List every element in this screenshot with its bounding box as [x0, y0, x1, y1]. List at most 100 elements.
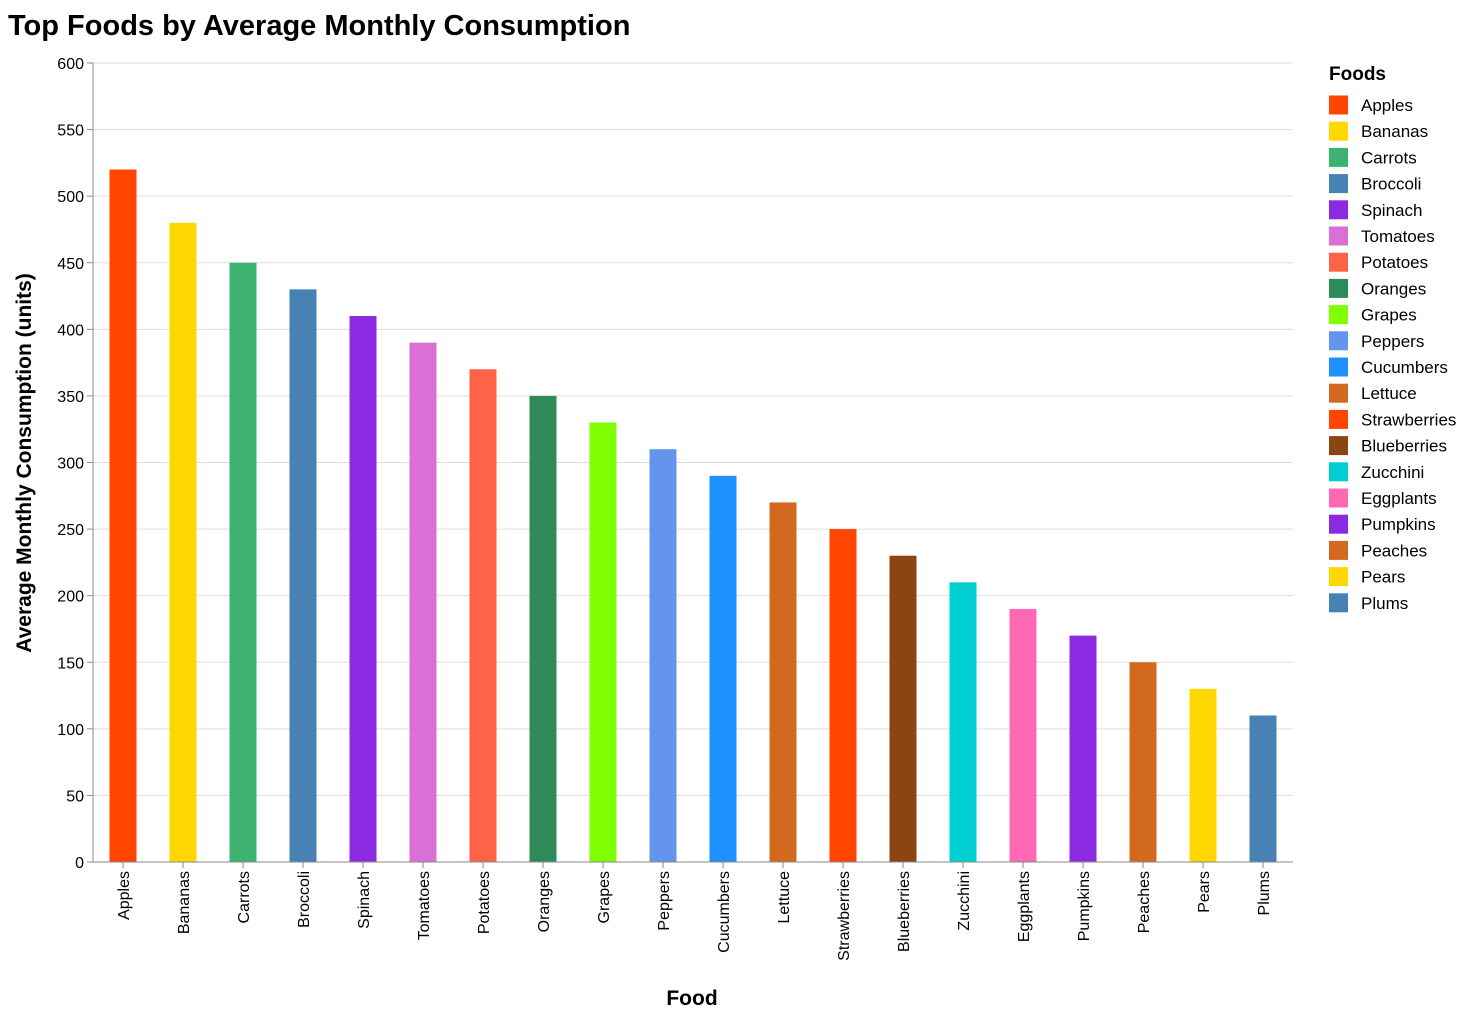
legend-label: Cucumbers [1361, 358, 1448, 377]
legend-label: Apples [1361, 96, 1413, 115]
legend-swatch [1329, 567, 1348, 587]
legend-label: Strawberries [1361, 410, 1456, 429]
x-tick-label: Cucumbers [716, 871, 733, 953]
legend-title: Foods [1329, 64, 1386, 85]
legend-swatch [1329, 226, 1348, 246]
legend-label: Tomatoes [1361, 227, 1435, 246]
x-tick-label: Zucchini [956, 871, 973, 931]
bar-peaches[interactable] [1129, 662, 1157, 862]
x-tick-label: Strawberries [836, 871, 853, 961]
legend-swatch [1329, 462, 1348, 482]
bar-oranges[interactable] [529, 395, 557, 862]
legend-swatch [1329, 174, 1348, 194]
legend-swatch [1329, 305, 1348, 325]
x-tick-label: Broccoli [296, 871, 313, 928]
legend-swatch [1329, 383, 1348, 403]
x-tick-label: Oranges [536, 871, 553, 932]
legend-label: Grapes [1361, 306, 1417, 325]
bar-strawberries[interactable] [829, 529, 857, 862]
bar-blueberries[interactable] [889, 555, 917, 862]
x-tick-label: Eggplants [1016, 871, 1033, 942]
y-tick-label: 350 [57, 389, 84, 406]
bar-lettuce[interactable] [769, 502, 797, 862]
legend-label: Carrots [1361, 148, 1417, 167]
legend-label: Plums [1361, 594, 1408, 613]
y-tick-label: 250 [57, 522, 84, 539]
legend-swatch [1329, 593, 1348, 613]
legend-label: Potatoes [1361, 253, 1428, 272]
legend-swatch [1329, 514, 1348, 534]
x-tick-label: Pumpkins [1076, 871, 1093, 941]
x-tick-label: Peaches [1136, 871, 1153, 933]
y-tick-label: 150 [57, 655, 84, 672]
gridlines [93, 62, 1293, 863]
legend: Foods Apples Bananas Carrots Broccoli Spinac… [1329, 64, 1456, 613]
legend-label: Broccoli [1361, 175, 1421, 194]
bar-plums[interactable] [1249, 715, 1277, 862]
x-tick-label: Bananas [176, 871, 193, 934]
legend-label: Pumpkins [1361, 515, 1436, 534]
y-tick-label: 450 [57, 256, 84, 273]
x-tick-label: Apples [116, 871, 133, 920]
legend-swatch [1329, 331, 1348, 351]
legend-label: Zucchini [1361, 463, 1424, 482]
bar-carrots[interactable] [229, 262, 257, 862]
y-axis: 0 50 100 150 200 250 300 350 400 450 500 550 600 [57, 56, 94, 872]
bar-pears[interactable] [1189, 688, 1217, 862]
bar-broccoli[interactable] [289, 289, 317, 863]
legend-swatch [1329, 488, 1348, 508]
bar-pumpkins[interactable] [1069, 635, 1097, 862]
x-axis-title: Food [666, 987, 717, 1010]
x-tick-label: Pears [1196, 871, 1213, 913]
x-tick-label: Lettuce [776, 871, 793, 924]
bars [109, 169, 1277, 863]
y-tick-label: 400 [57, 322, 84, 339]
y-tick-label: 550 [57, 123, 84, 140]
x-tick-label: Carrots [236, 871, 253, 923]
legend-label: Pears [1361, 568, 1405, 587]
y-tick-label: 0 [75, 855, 84, 872]
y-tick-label: 100 [57, 722, 84, 739]
y-tick-label: 300 [57, 456, 84, 473]
y-tick-label: 500 [57, 189, 84, 206]
legend-label: Eggplants [1361, 489, 1437, 508]
legend-swatch [1329, 436, 1348, 456]
legend-label: Blueberries [1361, 437, 1447, 456]
legend-swatch [1329, 357, 1348, 377]
bar-tomatoes[interactable] [409, 342, 437, 862]
bar-cucumbers[interactable] [709, 475, 737, 862]
y-tick-label: 600 [57, 56, 84, 73]
x-tick-label: Potatoes [476, 871, 493, 934]
legend-swatch [1329, 409, 1348, 429]
legend-label: Oranges [1361, 279, 1426, 298]
x-tick-label: Grapes [596, 871, 613, 923]
x-tick-label: Tomatoes [416, 871, 433, 940]
bar-eggplants[interactable] [1009, 608, 1037, 862]
y-tick-label: 200 [57, 589, 84, 606]
x-axis: Apples Bananas Carrots Broccoli Spinach Tomat… [93, 861, 1293, 961]
legend-swatch [1329, 121, 1348, 141]
y-tick-label: 50 [66, 788, 84, 805]
y-axis-title: Average Monthly Consumption (units) [13, 273, 36, 653]
x-tick-label: Peppers [656, 871, 673, 931]
legend-label: Peppers [1361, 332, 1424, 351]
x-tick-label: Blueberries [896, 871, 913, 952]
legend-swatch [1329, 147, 1348, 167]
bar-grapes[interactable] [589, 422, 617, 862]
bar-potatoes[interactable] [469, 369, 497, 862]
legend-label: Peaches [1361, 541, 1427, 560]
legend-swatch [1329, 95, 1348, 115]
legend-swatch [1329, 278, 1348, 298]
legend-swatch [1329, 540, 1348, 560]
legend-label: Bananas [1361, 122, 1428, 141]
bar-zucchini[interactable] [949, 582, 977, 862]
bar-peppers[interactable] [649, 449, 677, 862]
x-tick-label: Plums [1256, 871, 1273, 915]
legend-label: Lettuce [1361, 384, 1417, 403]
bar-spinach[interactable] [349, 316, 377, 862]
bar-bananas[interactable] [169, 222, 197, 863]
legend-items: Apples Bananas Carrots Broccoli Spinach Tomat… [1329, 95, 1456, 613]
x-tick-label: Spinach [356, 871, 373, 929]
bar-apples[interactable] [109, 169, 137, 863]
